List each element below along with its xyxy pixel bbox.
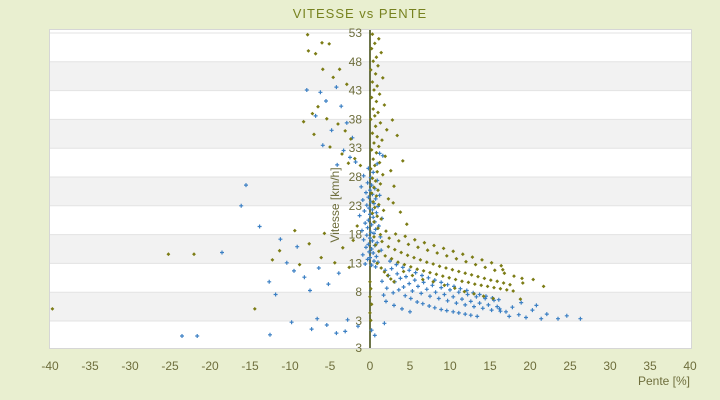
- x-tick-label: 0: [367, 359, 374, 373]
- vitesse-axis-label: Vitesse [km/h]: [328, 167, 342, 242]
- x-tick-label: 15: [483, 359, 497, 373]
- y-tick-label: 53: [349, 26, 363, 40]
- x-tick-label: -20: [201, 359, 219, 373]
- x-tick-label: -30: [121, 359, 139, 373]
- y-tick-label: 38: [349, 112, 363, 126]
- x-axis: -40 -35 -30 -25 -20 -15 -10 -5 0 5 10 15 20 25 30 35 40P…: [41, 359, 697, 388]
- y-tick-label: 3: [355, 314, 362, 328]
- x-tick-label: -10: [281, 359, 299, 373]
- y-tick-label: 13: [349, 256, 363, 270]
- x-tick-label: -40: [41, 359, 59, 373]
- x-tick-label: 30: [603, 359, 617, 373]
- y-tick-label: 43: [349, 84, 363, 98]
- x-tick-label: 20: [523, 359, 537, 373]
- y-tick-label: 28: [349, 170, 363, 184]
- y-tick-label: 23: [349, 199, 363, 213]
- x-tick-label: 35: [643, 359, 657, 373]
- x-tick-label: -35: [81, 359, 99, 373]
- y-tick-label: 8: [355, 285, 362, 299]
- y-tick-label: 48: [349, 55, 363, 69]
- y-tick-label: 18: [349, 228, 363, 242]
- pente-axis-label: Pente [%]: [638, 374, 690, 388]
- y-axis-bottom-label: 3: [355, 341, 362, 355]
- x-tick-label: 40: [683, 359, 697, 373]
- x-tick-label: -5: [325, 359, 336, 373]
- scatter-points-blue: [180, 85, 583, 338]
- plot-area: 53 48 43 38 33 28 23 18 13 8 3 3 Vitesse [km/h]: [49, 26, 692, 355]
- y-tick-label: 33: [349, 141, 363, 155]
- x-tick-label: -25: [161, 359, 179, 373]
- x-tick-label: 5: [407, 359, 414, 373]
- x-tick-label: 10: [443, 359, 457, 373]
- x-tick-label: -15: [241, 359, 259, 373]
- x-tick-label: 25: [563, 359, 577, 373]
- chart-title: VITESSE vs PENTE: [292, 6, 428, 21]
